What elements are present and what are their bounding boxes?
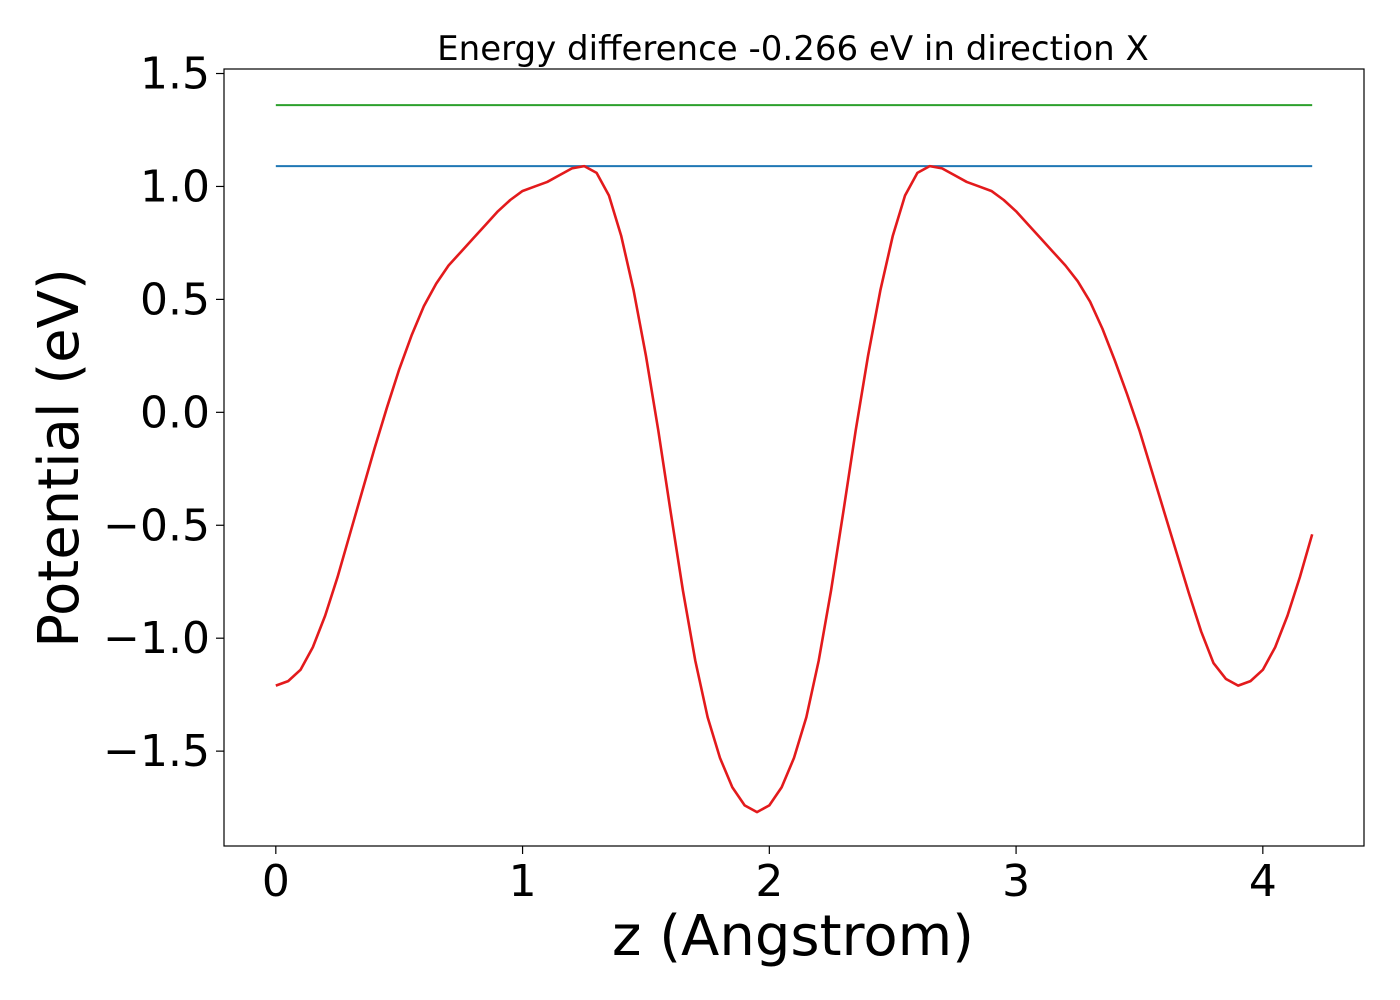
y-tick-label: 1.5 [140,49,210,100]
x-tick-label: 4 [1249,856,1277,907]
x-axis: 0 1 2 3 4 [262,846,1277,907]
y-tick-label: −0.5 [103,500,210,551]
series-layer [275,104,1314,814]
y-tick-label: −1.5 [103,726,210,777]
chart-title: Energy difference -0.266 eV in direction… [437,29,1149,69]
y-tick-label: 0.0 [140,387,210,438]
y-tick-label: −1.0 [103,613,210,664]
y-axis-label: Potential (eV) [27,268,92,648]
series-line-2 [275,164,1314,814]
y-tick-label: 1.0 [140,161,210,212]
x-tick-label: 1 [509,856,537,907]
x-axis-label: z (Angstrom) [612,904,974,969]
x-tick-label: 2 [755,856,783,907]
x-tick-label: 0 [262,856,290,907]
x-tick-label: 3 [1002,856,1030,907]
y-axis: −1.5 −1.0 −0.5 0.0 0.5 1.0 1.5 [103,49,224,777]
y-tick-label: 0.5 [140,274,210,325]
plot-frame [223,68,1365,847]
